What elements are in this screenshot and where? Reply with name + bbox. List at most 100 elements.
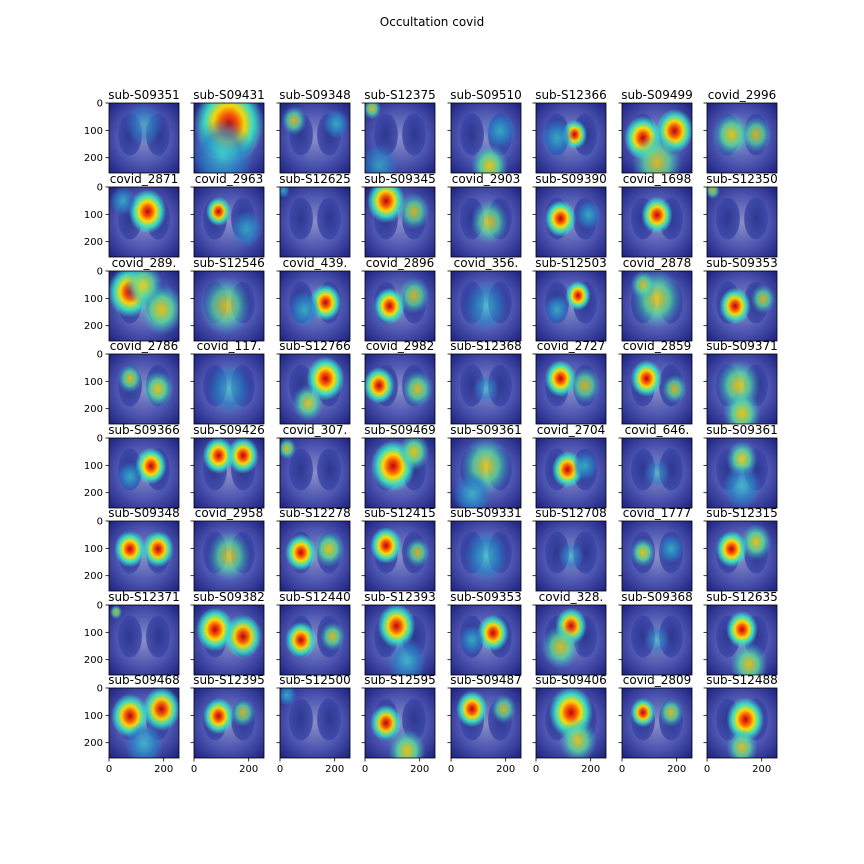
heatmap-panel: covid_2786 0 100 200 bbox=[84, 339, 180, 425]
axes-frame bbox=[193, 687, 265, 759]
heatmap-panel: covid_2982 bbox=[361, 339, 436, 425]
xray-overlay-image bbox=[109, 271, 179, 341]
activation-hotspot bbox=[227, 438, 259, 474]
activation-hotspot bbox=[719, 287, 751, 325]
heatmap-panel: sub-S12500 0 200 bbox=[276, 673, 351, 775]
panel-title: sub-S12315 bbox=[706, 506, 778, 520]
heatmap-panel: covid_307. bbox=[276, 423, 351, 509]
heatmap-panel: sub-S12415 bbox=[361, 506, 436, 592]
activation-hotspot bbox=[109, 605, 123, 620]
xray-overlay-image bbox=[109, 187, 179, 257]
activation-hotspot bbox=[730, 642, 768, 675]
heatmap-panel: sub-S09468 0 100 200 0 200 bbox=[84, 673, 180, 775]
activation-hotspot bbox=[117, 363, 143, 394]
activation-hotspot bbox=[541, 119, 573, 157]
right-lung bbox=[402, 113, 426, 156]
activation-hotspot bbox=[558, 541, 584, 571]
axes-frame bbox=[279, 270, 351, 342]
xray-overlay-image bbox=[109, 605, 179, 675]
panel-title: sub-S09487 bbox=[450, 673, 522, 687]
ytick-label: 100 bbox=[84, 294, 103, 305]
heatmap-panel: covid_2878 bbox=[618, 256, 693, 342]
axes-frame bbox=[364, 437, 436, 509]
axes-frame bbox=[706, 102, 778, 174]
axes-frame bbox=[450, 186, 522, 258]
panel-title: sub-S12368 bbox=[450, 339, 522, 353]
figure-title: Occultation covid bbox=[380, 15, 484, 29]
heatmap-panel: covid_1698 bbox=[618, 172, 693, 258]
heatmap-panel: sub-S09390 bbox=[532, 172, 607, 258]
panel-title: sub-S12366 bbox=[535, 88, 607, 102]
xray-overlay-image bbox=[280, 271, 350, 341]
panel-title: sub-S09368 bbox=[621, 590, 693, 604]
xtick-label: 0 bbox=[191, 764, 197, 775]
activation-hotspot bbox=[398, 277, 430, 314]
left-lung bbox=[289, 197, 313, 240]
xray-overlay-image bbox=[280, 521, 350, 591]
ytick-label: 100 bbox=[84, 628, 103, 639]
heatmap-panel: sub-S09371 bbox=[703, 339, 778, 425]
activation-hotspot bbox=[285, 621, 317, 659]
axes-frame bbox=[279, 604, 351, 676]
panel-title: sub-S12440 bbox=[279, 590, 351, 604]
axes-frame bbox=[535, 353, 607, 425]
axes-frame bbox=[193, 520, 265, 592]
axes-frame bbox=[535, 520, 607, 592]
activation-hotspot bbox=[224, 614, 262, 659]
activation-hotspot bbox=[313, 530, 345, 568]
ytick-label: 0 bbox=[97, 601, 103, 612]
axes-frame bbox=[535, 604, 607, 676]
xray-overlay-image bbox=[451, 271, 521, 341]
heatmap-panel: sub-S09348 0 100 200 bbox=[84, 506, 180, 592]
xray-overlay-image bbox=[194, 605, 264, 675]
xtick-label: 200 bbox=[581, 764, 600, 775]
axes-frame bbox=[535, 687, 607, 759]
heatmap-panel: covid_2727 bbox=[532, 339, 607, 425]
xtick-label: 0 bbox=[704, 764, 710, 775]
heatmap-panel: sub-S09487 0 200 bbox=[447, 673, 522, 775]
axes-frame bbox=[108, 353, 180, 425]
xray-overlay-image bbox=[109, 103, 179, 173]
axes-frame bbox=[621, 437, 693, 509]
activation-hotspot bbox=[470, 143, 509, 173]
axes-frame bbox=[450, 604, 522, 676]
heatmap-panel: sub-S09469 bbox=[361, 423, 436, 509]
heatmap-panel: sub-S12393 bbox=[361, 590, 436, 676]
heatmap-panel: covid_117. bbox=[190, 339, 265, 425]
activation-hotspot bbox=[285, 534, 317, 571]
panel-title: sub-S12625 bbox=[279, 172, 351, 186]
ytick-label: 200 bbox=[84, 153, 103, 164]
activation-hotspot bbox=[644, 625, 670, 655]
activation-hotspot bbox=[658, 697, 684, 728]
activation-hotspot bbox=[453, 471, 491, 508]
axes-frame bbox=[535, 186, 607, 258]
left-lung bbox=[289, 698, 313, 741]
axes-frame bbox=[364, 520, 436, 592]
xray-overlay-image bbox=[365, 605, 435, 675]
xray-overlay-image bbox=[707, 438, 777, 508]
activation-hotspot bbox=[117, 461, 143, 492]
panel-title: sub-S09345 bbox=[364, 172, 436, 186]
activation-hotspot bbox=[125, 721, 163, 758]
activation-hotspot bbox=[473, 374, 499, 404]
panel-title: covid_2809 bbox=[623, 673, 692, 687]
activation-hotspot bbox=[658, 534, 684, 564]
xray-overlay-image bbox=[194, 187, 264, 257]
xray-overlay-image bbox=[365, 271, 435, 341]
activation-hotspot bbox=[206, 530, 252, 582]
xray-overlay-image bbox=[622, 521, 692, 591]
xray-overlay-image bbox=[451, 438, 521, 508]
heatmap-panel: covid_646. bbox=[618, 423, 693, 509]
panel-title: sub-S12503 bbox=[535, 256, 607, 270]
xray-overlay-image bbox=[622, 103, 692, 173]
xray-overlay-image bbox=[707, 354, 777, 424]
activation-hotspot bbox=[365, 143, 398, 173]
xray-overlay-image bbox=[536, 187, 606, 257]
activation-hotspot bbox=[707, 187, 721, 200]
heatmap-panel: sub-S12315 bbox=[703, 506, 778, 592]
xray-overlay-image bbox=[451, 354, 521, 424]
axes-frame bbox=[450, 102, 522, 174]
heatmap-panel: covid_2896 bbox=[361, 256, 436, 342]
axes-frame bbox=[279, 687, 351, 759]
heatmap-panel: sub-S12766 bbox=[276, 339, 351, 425]
